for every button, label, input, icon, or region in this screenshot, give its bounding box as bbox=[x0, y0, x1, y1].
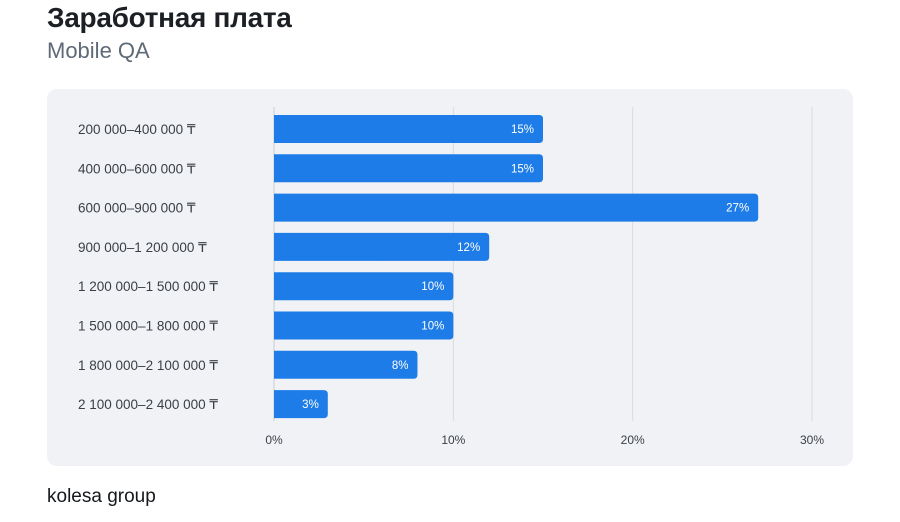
category-label: 900 000–1 200 000 ₸ bbox=[78, 240, 207, 255]
category-label: 400 000–600 000 ₸ bbox=[78, 161, 196, 176]
bar bbox=[274, 232, 490, 261]
bar-value-label: 3% bbox=[302, 399, 319, 411]
chart-panel: 0% 10% 20% 30% 200 000–400 000 ₸ 15% 400 000–6… bbox=[47, 89, 853, 466]
bar bbox=[274, 154, 543, 183]
bar bbox=[274, 311, 454, 340]
bar-value-label: 10% bbox=[421, 321, 444, 333]
bar bbox=[274, 350, 418, 379]
bar bbox=[274, 115, 543, 143]
brand-logo-text: kolesa group bbox=[47, 486, 156, 507]
category-label: 1 500 000–1 800 000 ₸ bbox=[78, 319, 218, 334]
category-label: 1 800 000–2 100 000 ₸ bbox=[78, 358, 218, 373]
x-tick-label: 10% bbox=[441, 433, 465, 447]
category-label: 2 100 000–2 400 000 ₸ bbox=[78, 397, 218, 412]
bar-value-label: 10% bbox=[421, 281, 444, 293]
category-label: 600 000–900 000 ₸ bbox=[78, 201, 196, 216]
chart-title: Заработная плата bbox=[47, 2, 292, 33]
bar bbox=[274, 272, 454, 301]
x-tick-label: 0% bbox=[265, 433, 283, 447]
bar bbox=[274, 390, 328, 419]
bar-value-label: 12% bbox=[457, 242, 480, 254]
bar bbox=[274, 193, 759, 222]
bar-value-label: 15% bbox=[511, 124, 534, 136]
chart-subtitle: Mobile QA bbox=[47, 38, 150, 63]
x-tick-label: 30% bbox=[800, 433, 824, 447]
category-label: 1 200 000–1 500 000 ₸ bbox=[78, 279, 218, 294]
bar-value-label: 27% bbox=[726, 203, 749, 215]
category-label: 200 000–400 000 ₸ bbox=[78, 122, 196, 137]
x-tick-label: 20% bbox=[621, 433, 645, 447]
salary-bar-chart: 0% 10% 20% 30% 200 000–400 000 ₸ 15% 400 000–6… bbox=[78, 107, 824, 447]
bar-value-label: 8% bbox=[392, 360, 409, 372]
bar-value-label: 15% bbox=[511, 163, 534, 175]
